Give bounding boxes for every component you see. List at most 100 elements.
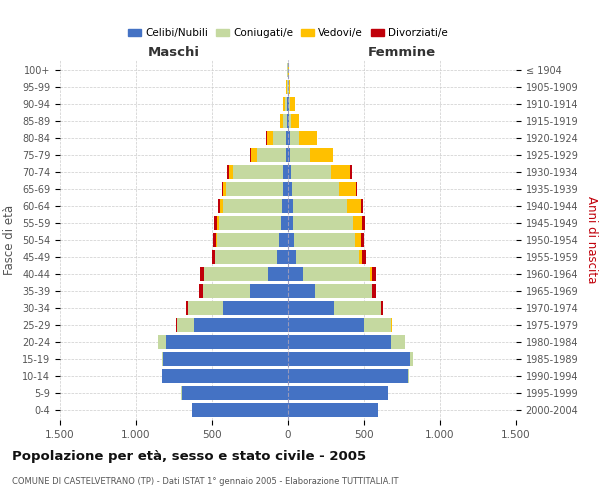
Bar xyxy=(353,216,362,230)
Bar xyxy=(283,114,287,128)
Bar xyxy=(288,352,410,366)
Bar xyxy=(334,301,381,315)
Bar xyxy=(310,148,333,162)
Bar xyxy=(287,97,288,111)
Bar xyxy=(166,335,288,349)
Bar xyxy=(288,131,290,145)
Bar xyxy=(223,301,288,315)
Bar xyxy=(283,165,288,179)
Bar xyxy=(199,284,203,298)
Bar xyxy=(303,267,370,281)
Y-axis label: Anni di nascita: Anni di nascita xyxy=(585,196,598,284)
Bar xyxy=(158,335,166,349)
Bar xyxy=(277,250,288,264)
Bar xyxy=(281,216,288,230)
Bar xyxy=(356,182,357,196)
Bar xyxy=(162,352,163,366)
Bar xyxy=(251,148,257,162)
Bar xyxy=(370,267,371,281)
Bar xyxy=(362,216,365,230)
Bar xyxy=(176,318,177,332)
Bar xyxy=(288,403,377,417)
Bar xyxy=(288,148,290,162)
Bar xyxy=(177,318,194,332)
Bar xyxy=(339,182,356,196)
Bar xyxy=(162,369,288,383)
Bar xyxy=(292,182,339,196)
Bar xyxy=(288,386,388,400)
Bar xyxy=(223,199,282,213)
Bar xyxy=(371,267,376,281)
Bar xyxy=(192,403,288,417)
Text: Maschi: Maschi xyxy=(148,46,200,59)
Text: Femmine: Femmine xyxy=(368,46,436,59)
Bar xyxy=(217,216,219,230)
Bar xyxy=(289,80,290,94)
Bar xyxy=(290,131,299,145)
Bar xyxy=(316,284,371,298)
Bar xyxy=(289,97,290,111)
Bar xyxy=(361,199,363,213)
Bar xyxy=(288,335,391,349)
Y-axis label: Fasce di età: Fasce di età xyxy=(4,205,16,275)
Bar xyxy=(257,148,286,162)
Bar xyxy=(290,97,295,111)
Bar xyxy=(293,216,353,230)
Bar xyxy=(220,199,223,213)
Bar xyxy=(371,284,373,298)
Text: COMUNE DI CASTELVETRANO (TP) - Dati ISTAT 1° gennaio 2005 - Elaborazione TUTTITA: COMUNE DI CASTELVETRANO (TP) - Dati ISTA… xyxy=(12,478,398,486)
Bar xyxy=(373,284,376,298)
Bar xyxy=(200,267,204,281)
Bar xyxy=(223,182,226,196)
Bar xyxy=(293,199,347,213)
Bar xyxy=(288,267,303,281)
Bar xyxy=(292,114,299,128)
Bar xyxy=(288,216,293,230)
Bar xyxy=(203,284,250,298)
Bar xyxy=(288,97,289,111)
Bar xyxy=(214,216,217,230)
Bar xyxy=(347,199,361,213)
Bar xyxy=(288,369,408,383)
Bar xyxy=(226,182,283,196)
Bar xyxy=(229,165,233,179)
Bar xyxy=(288,301,334,315)
Bar xyxy=(267,131,273,145)
Bar xyxy=(294,233,355,247)
Bar xyxy=(273,131,286,145)
Bar xyxy=(286,80,287,94)
Bar xyxy=(215,250,277,264)
Bar xyxy=(186,301,188,315)
Bar xyxy=(410,352,413,366)
Bar xyxy=(331,165,350,179)
Bar xyxy=(291,165,331,179)
Bar xyxy=(362,250,366,264)
Bar xyxy=(286,131,288,145)
Bar xyxy=(290,148,310,162)
Bar xyxy=(285,97,287,111)
Bar xyxy=(163,352,288,366)
Bar xyxy=(188,301,223,315)
Bar xyxy=(268,267,288,281)
Bar xyxy=(299,131,317,145)
Bar xyxy=(283,182,288,196)
Bar xyxy=(364,318,391,332)
Bar xyxy=(350,165,352,179)
Bar xyxy=(288,250,296,264)
Bar xyxy=(283,97,285,111)
Bar xyxy=(213,233,216,247)
Bar xyxy=(233,165,283,179)
Bar xyxy=(280,114,283,128)
Bar xyxy=(219,216,281,230)
Bar xyxy=(286,148,288,162)
Bar xyxy=(296,250,359,264)
Bar xyxy=(227,165,229,179)
Bar xyxy=(288,114,289,128)
Bar xyxy=(361,233,364,247)
Legend: Celibi/Nubili, Coniugati/e, Vedovi/e, Divorziati/e: Celibi/Nubili, Coniugati/e, Vedovi/e, Di… xyxy=(124,24,452,42)
Bar xyxy=(391,335,405,349)
Bar xyxy=(194,318,288,332)
Bar xyxy=(359,250,362,264)
Bar xyxy=(288,284,316,298)
Bar xyxy=(205,267,268,281)
